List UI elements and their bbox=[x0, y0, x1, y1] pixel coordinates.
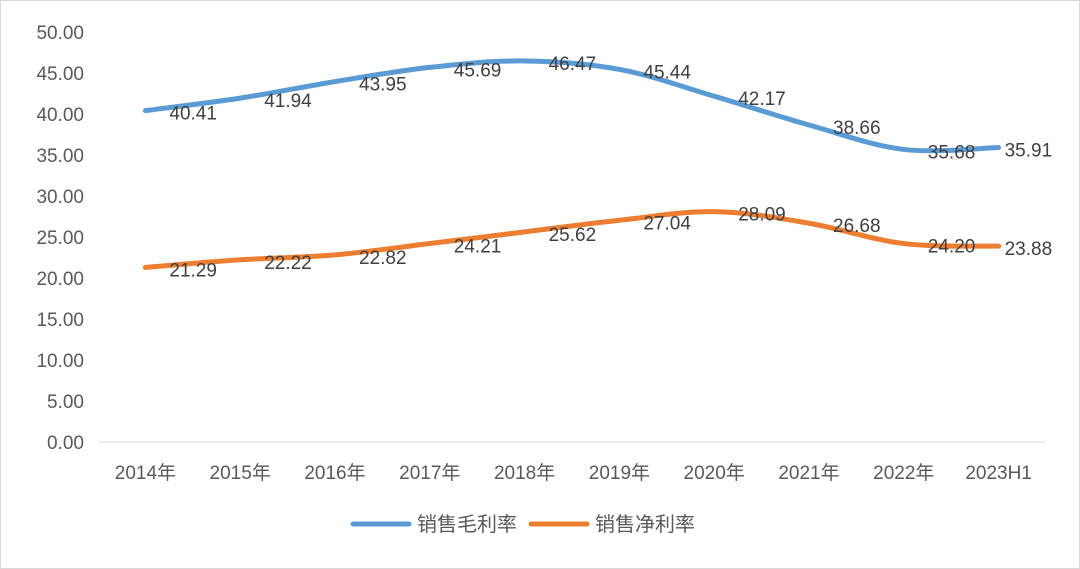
y-tick-label: 0.00 bbox=[47, 433, 84, 454]
y-tick-label: 10.00 bbox=[36, 351, 84, 372]
data-label: 35.68 bbox=[928, 142, 976, 163]
y-tick-label: 40.00 bbox=[36, 105, 84, 126]
x-tick-label: 2014年 bbox=[115, 462, 176, 484]
x-tick-label: 2018年 bbox=[494, 462, 555, 484]
data-label: 43.95 bbox=[359, 75, 407, 96]
x-tick-label: 2016年 bbox=[304, 462, 365, 484]
y-tick-label: 45.00 bbox=[36, 64, 84, 85]
legend-label-1: 销售毛利率 bbox=[417, 513, 517, 536]
legend-label-2: 销售净利率 bbox=[595, 513, 695, 536]
y-tick-label: 5.00 bbox=[47, 392, 84, 413]
data-label: 40.41 bbox=[169, 104, 217, 125]
x-tick-label: 2023H1 bbox=[965, 463, 1032, 484]
data-label: 23.88 bbox=[1005, 239, 1053, 260]
data-label: 46.47 bbox=[549, 54, 597, 75]
x-tick-label: 2019年 bbox=[589, 462, 650, 484]
series-line-1 bbox=[142, 58, 1002, 154]
y-tick-label: 50.00 bbox=[36, 23, 84, 44]
data-label: 42.17 bbox=[738, 89, 786, 110]
data-label: 45.44 bbox=[643, 62, 691, 83]
data-label: 21.29 bbox=[169, 260, 217, 281]
y-tick-label: 15.00 bbox=[36, 310, 84, 331]
data-label: 24.21 bbox=[454, 236, 502, 257]
series-line-2 bbox=[142, 209, 1002, 270]
data-label: 22.22 bbox=[264, 253, 312, 274]
y-tick-label: 30.00 bbox=[36, 187, 84, 208]
x-tick-label: 2015年 bbox=[210, 462, 271, 484]
y-tick-label: 25.00 bbox=[36, 228, 84, 249]
x-tick-label: 2022年 bbox=[873, 462, 934, 484]
data-label: 45.69 bbox=[454, 60, 502, 81]
data-label: 41.94 bbox=[264, 91, 312, 112]
data-label: 38.66 bbox=[833, 118, 881, 139]
y-tick-label: 35.00 bbox=[36, 146, 84, 167]
x-tick-label: 2020年 bbox=[684, 462, 745, 484]
data-label: 28.09 bbox=[738, 205, 786, 226]
x-tick-label: 2017年 bbox=[399, 462, 460, 484]
data-label: 24.20 bbox=[928, 237, 976, 258]
y-tick-label: 20.00 bbox=[36, 269, 84, 290]
data-label: 25.62 bbox=[549, 225, 597, 246]
data-label: 26.68 bbox=[833, 216, 881, 237]
data-label: 27.04 bbox=[643, 213, 691, 234]
data-label: 22.82 bbox=[359, 248, 407, 269]
data-label: 35.91 bbox=[1005, 141, 1053, 162]
x-tick-label: 2021年 bbox=[778, 462, 839, 484]
